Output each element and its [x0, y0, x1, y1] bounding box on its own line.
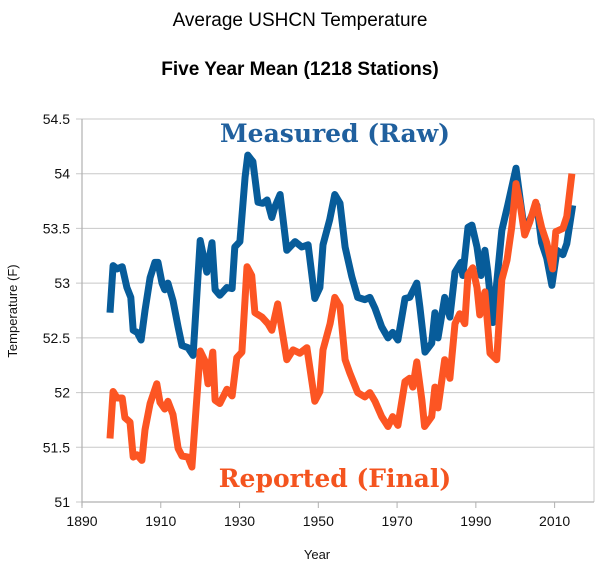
axes: [81, 119, 595, 506]
reported-final-line: [106, 173, 576, 471]
y-tick-label: 52: [54, 385, 70, 401]
chart-title: Average USHCN Temperature: [172, 10, 428, 31]
reported-series-label: Reported (Final): [219, 464, 451, 493]
x-tick-label: 2010: [539, 513, 570, 529]
y-tick-label: 52.5: [43, 330, 70, 346]
y-tick-label: 53: [54, 275, 70, 291]
measured-series-label: Measured (Raw): [220, 119, 450, 148]
series-lines: [106, 151, 577, 471]
measured-raw-line: [106, 151, 577, 359]
y-tick-label: 54.5: [43, 111, 70, 127]
x-axis-ticks: 1890 1910 1930 1950 1970 1990 2010: [66, 502, 570, 529]
x-tick-label: 1990: [460, 513, 491, 529]
x-tick-label: 1930: [224, 513, 255, 529]
y-tick-label: 51.5: [43, 439, 70, 455]
x-tick-label: 1910: [145, 513, 176, 529]
x-tick-label: 1970: [381, 513, 412, 529]
y-tick-label: 54: [54, 166, 70, 182]
y-axis-ticks: 51 51.5 52 52.5 53 53.5 54 54.5: [43, 111, 70, 510]
chart-subtitle: Five Year Mean (1218 Stations): [161, 59, 439, 80]
y-tick-label: 51: [54, 494, 70, 510]
x-tick-label: 1950: [303, 513, 334, 529]
x-tick-label: 1890: [66, 513, 97, 529]
x-axis-title: Year: [304, 547, 331, 562]
y-tick-label: 53.5: [43, 220, 70, 236]
y-axis-title: Temperature (F): [5, 264, 20, 357]
